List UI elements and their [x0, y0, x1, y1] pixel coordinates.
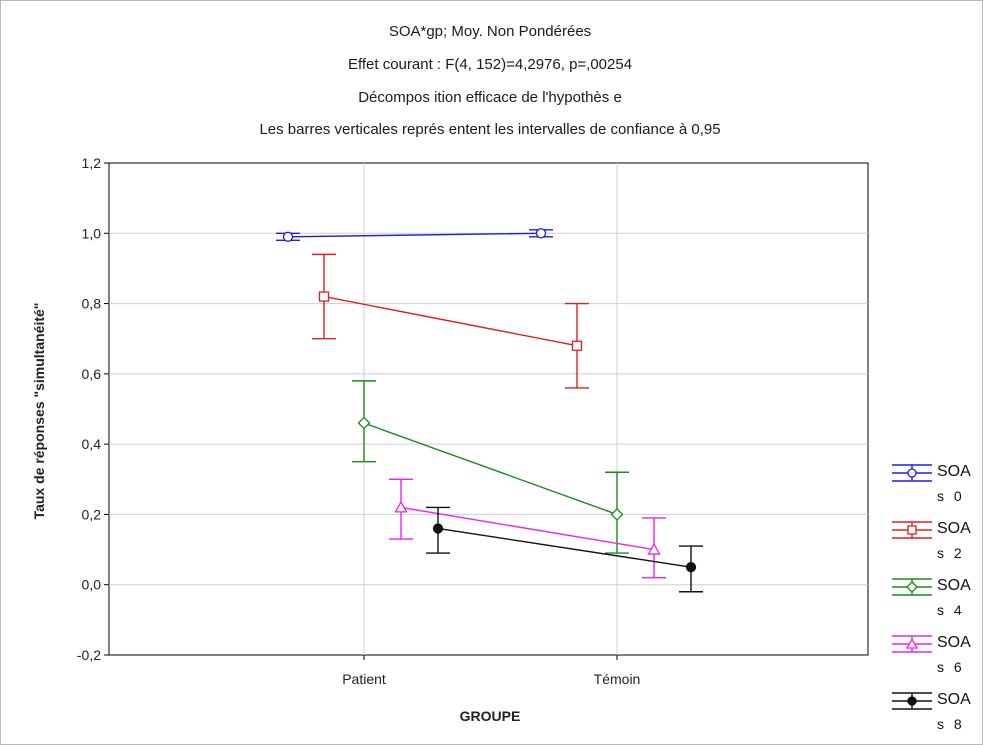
legend-sublabel: s 4: [937, 602, 965, 618]
legend-symbol: [892, 578, 932, 596]
chart-subtitle-confidence: Les barres verticales représ entent les …: [259, 121, 721, 138]
data-point: [647, 542, 661, 555]
y-tick-label: 0,8: [82, 296, 102, 312]
data-point: [535, 228, 547, 239]
legend-symbol: [892, 521, 932, 539]
legend-label: SOA: [937, 634, 971, 651]
legend-item-soa-s6: SOA s 6: [888, 631, 983, 688]
legend: SOA s 0 SOA s 2 SOA s 4 SOA s 6 SOA s 8: [888, 460, 983, 745]
legend-symbol: [892, 692, 932, 710]
chart-subtitle-effect: Effet courant : F(4, 152)=4,2976, p=,002…: [347, 56, 633, 73]
legend-sublabel: s 0: [937, 488, 965, 504]
legend-item-soa-s8: SOA s 8: [888, 688, 983, 745]
data-point: [318, 291, 330, 302]
series-line: [400, 506, 655, 551]
legend-marker: [905, 637, 919, 649]
legend-marker: [907, 696, 917, 706]
series-s2: [312, 253, 589, 389]
chart-subtitle-decomposition: Décompos ition efficace de l'hypothès e: [358, 89, 622, 106]
series-s0: [276, 228, 553, 242]
y-tick-label: 0,2: [82, 506, 102, 522]
series-line: [437, 527, 692, 568]
data-point: [357, 416, 371, 430]
y-tick-label: 0,0: [82, 577, 102, 593]
plot-border: [108, 162, 869, 656]
x-tick-label: Patient: [342, 671, 386, 687]
series-s4: [352, 380, 629, 554]
y-tick-label: 0,4: [82, 436, 102, 452]
legend-item-soa-s4: SOA s 4: [888, 574, 983, 631]
series-line: [323, 295, 578, 347]
series-s6: [389, 478, 666, 579]
chart-title: SOA*gp; Moy. Non Pondérées: [388, 23, 592, 40]
series-line: [363, 422, 618, 516]
y-tick-label: -0,2: [77, 647, 101, 663]
x-tick-label: Témoin: [594, 671, 641, 687]
legend-item-soa-s2: SOA s 2: [888, 517, 983, 574]
series-s8: [426, 506, 703, 593]
series-line: [287, 232, 542, 238]
data-point: [394, 500, 408, 513]
x-axis-label: GROUPE: [459, 708, 521, 724]
legend-label: SOA: [937, 463, 971, 480]
y-tick-label: 1,2: [82, 155, 102, 171]
data-point: [432, 523, 444, 534]
legend-sublabel: s 6: [937, 659, 965, 675]
legend-label: SOA: [937, 691, 971, 708]
y-tick-label: 1,0: [82, 225, 102, 241]
legend-label: SOA: [937, 577, 971, 594]
data-point: [571, 340, 583, 351]
legend-sublabel: s 8: [937, 716, 965, 732]
legend-label: SOA: [937, 520, 971, 537]
legend-item-soa-s0: SOA s 0: [888, 460, 983, 517]
legend-sublabel: s 2: [937, 545, 965, 561]
data-point: [282, 231, 294, 242]
y-tick-label: 0,6: [82, 366, 102, 382]
y-axis-label: Taux de réponses "simultanéité": [31, 302, 47, 520]
legend-marker: [907, 525, 917, 535]
legend-symbol: [892, 464, 932, 482]
data-point: [610, 508, 624, 521]
data-point: [685, 561, 697, 573]
legend-marker: [906, 581, 918, 593]
legend-symbol: [892, 635, 932, 653]
legend-marker: [907, 468, 917, 478]
